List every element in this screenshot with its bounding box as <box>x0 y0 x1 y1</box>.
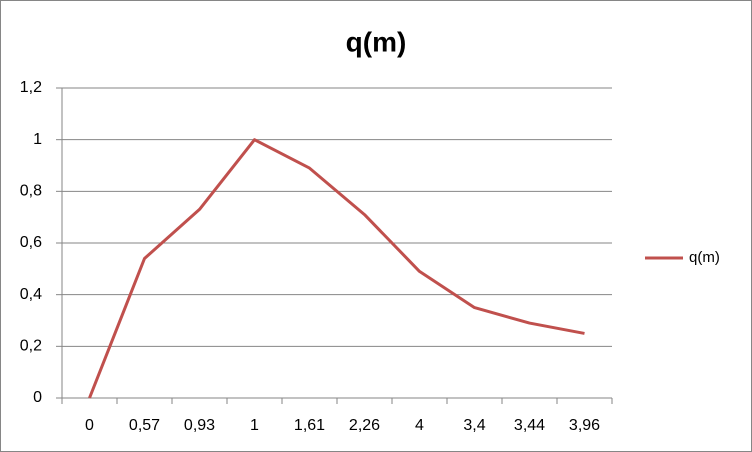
y-tick-label: 0 <box>33 389 42 406</box>
x-tick-label: 1,61 <box>294 417 325 434</box>
chart-title: q(m) <box>346 26 407 57</box>
x-tick-label: 0,57 <box>129 417 160 434</box>
y-tick-label: 0,4 <box>20 286 42 303</box>
series-line <box>88 138 585 399</box>
x-tick-label: 4 <box>415 417 424 434</box>
y-tick-label: 0,2 <box>20 338 42 355</box>
y-tick-label: 0,8 <box>20 183 42 200</box>
y-tick-label: 1 <box>33 131 42 148</box>
x-tick-label: 0,93 <box>184 417 215 434</box>
x-tick-label: 3,96 <box>569 417 600 434</box>
y-tick-label: 1,2 <box>20 79 42 96</box>
x-tick-label: 2,26 <box>349 417 380 434</box>
y-tick-label: 0,6 <box>20 234 42 251</box>
legend-label: q(m) <box>689 249 720 266</box>
x-tick-label: 3,44 <box>514 417 545 434</box>
x-tick-label: 3,4 <box>463 417 485 434</box>
x-tick-label: 0 <box>85 417 94 434</box>
x-tick-label: 1 <box>250 417 259 434</box>
